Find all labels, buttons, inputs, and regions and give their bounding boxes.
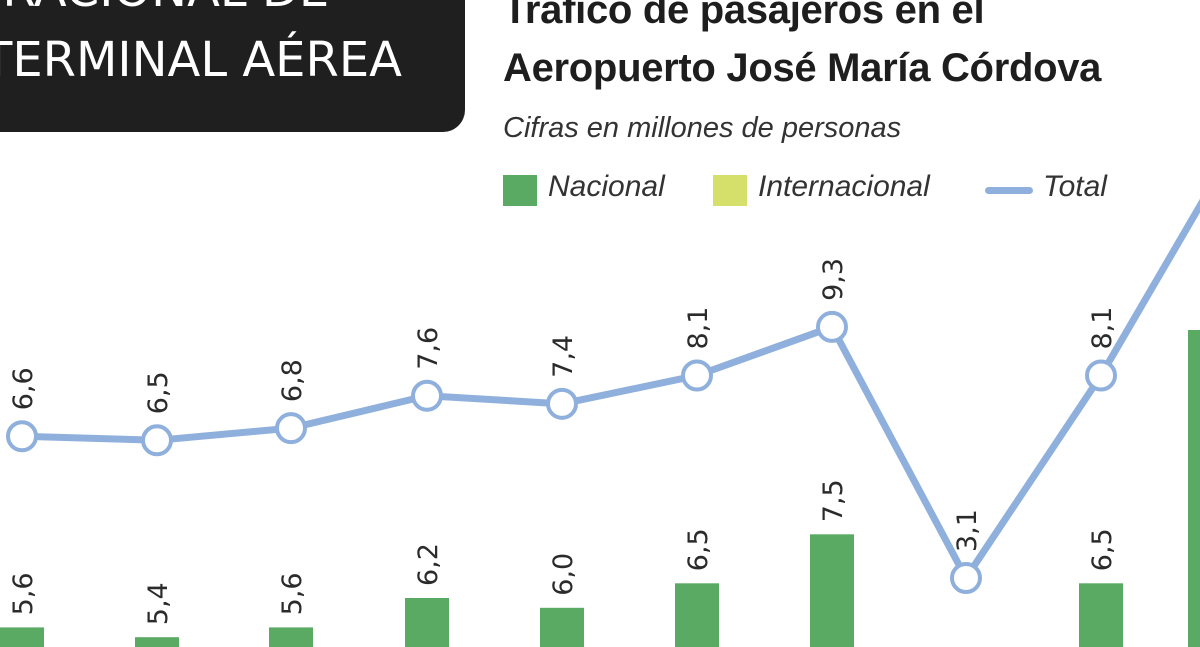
bar-value-label: 5,6 (277, 572, 308, 615)
total-point (1085, 359, 1117, 392)
total-point (681, 359, 713, 392)
total-value-label: 3,1 (952, 509, 983, 552)
total-point (816, 310, 848, 343)
total-point (275, 412, 307, 445)
legend-swatch-internacional (713, 175, 747, 206)
chart-title-line-2: Aeropuerto José María Córdova (503, 46, 1102, 90)
total-value-label: 7,6 (413, 327, 444, 370)
section-banner: ERACIONAL DE TERMINAL AÉREA (0, 0, 465, 132)
chart-subtitle: Cifras en millones de personas (503, 112, 902, 144)
bar-value-label: 6,5 (683, 528, 714, 571)
total-point (950, 562, 982, 594)
bar-nacional (269, 627, 313, 647)
total-value-label: 7,4 (548, 335, 579, 378)
total-value-label: 6,5 (143, 371, 174, 414)
bar-nacional (810, 534, 854, 647)
bar-nacional (1079, 583, 1123, 647)
bar-value-label: 7,5 (818, 479, 849, 522)
bar-nacional-cropped (1188, 330, 1200, 647)
bar-nacional (675, 583, 719, 647)
chart-title-line-1: Tráfico de pasajeros en el (503, 0, 985, 32)
total-point (141, 424, 173, 457)
total-point (411, 379, 443, 412)
banner-text-line-1: ERACIONAL DE (0, 0, 329, 18)
bar-nacional (0, 627, 44, 647)
total-value-label: 8,1 (1087, 307, 1118, 350)
legend-line-total (985, 187, 1033, 194)
bar-nacional (135, 637, 179, 647)
legend-swatch-nacional (503, 175, 537, 206)
legend-label-total: Total (1043, 170, 1107, 203)
total-value-label: 9,3 (818, 258, 849, 301)
total-value-label: 8,1 (683, 307, 714, 350)
legend-label-internacional: Internacional (758, 170, 930, 203)
legend-label-nacional: Nacional (548, 170, 665, 203)
banner-text-line-2: TERMINAL AÉREA (0, 32, 402, 88)
bar-value-label: 6,0 (548, 553, 579, 596)
total-point (6, 420, 38, 453)
bar-value-label: 5,6 (8, 572, 39, 615)
total-point (546, 387, 578, 420)
bar-nacional (540, 607, 584, 647)
total-series-line (18, 198, 1200, 582)
bar-value-label: 6,5 (1087, 528, 1118, 571)
bar-value-label: 5,4 (143, 582, 174, 625)
bar-nacional (405, 598, 449, 647)
bar-value-label: 6,2 (413, 543, 444, 586)
total-value-label: 6,8 (277, 359, 308, 402)
total-value-label: 6,6 (8, 367, 39, 410)
